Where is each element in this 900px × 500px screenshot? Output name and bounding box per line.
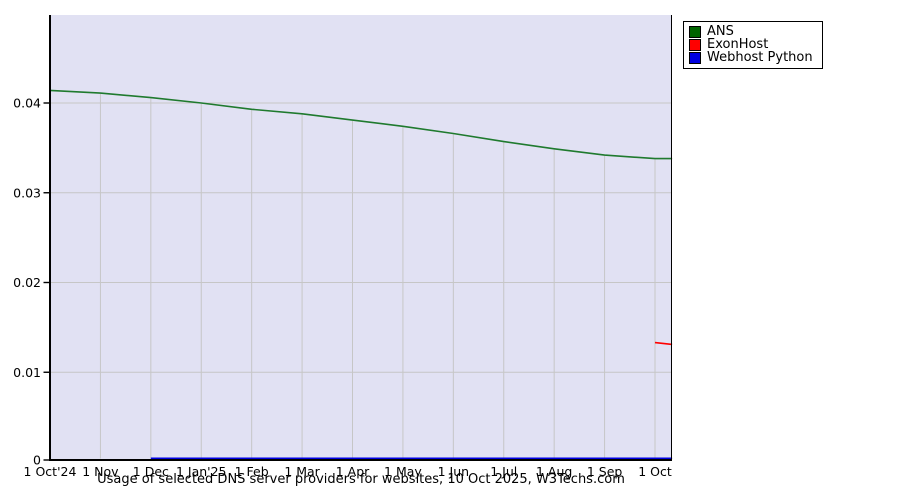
series-line-ans [49, 89, 673, 160]
legend-item-exonhost: ExonHost [689, 38, 813, 51]
svg-text:1 Apr: 1 Apr [336, 464, 370, 479]
svg-text:1 Sep: 1 Sep [587, 464, 623, 479]
legend-label-ans: ANS [707, 24, 734, 39]
svg-text:1 May: 1 May [384, 464, 422, 479]
x-axis-labels: 1 Oct'24 1 Nov 1 Dec 1 Jan'25 1 Feb 1 Mar 1 Ap… [24, 464, 672, 479]
axes [49, 15, 672, 461]
svg-text:1 Jun: 1 Jun [438, 464, 469, 479]
svg-text:1 Mar: 1 Mar [284, 464, 320, 479]
svg-text:1 Oct'24: 1 Oct'24 [24, 464, 77, 479]
vertical-gridlines [99, 93, 656, 459]
svg-text:1 Feb: 1 Feb [235, 464, 269, 479]
svg-text:1 Dec: 1 Dec [133, 464, 169, 479]
legend-item-webhost-python: Webhost Python [689, 51, 813, 64]
chart-legend: ANS ExonHost Webhost Python [683, 21, 823, 69]
legend-swatch-webhost-python [689, 51, 701, 64]
y-axis-ticks-labels: 0 0.01 0.02 0.03 0.04 [13, 96, 49, 468]
svg-text:0.04: 0.04 [13, 96, 41, 111]
legend-label-exonhost: ExonHost [707, 37, 769, 52]
horizontal-gridlines [51, 102, 671, 373]
svg-text:1 Aug: 1 Aug [536, 464, 572, 479]
legend-label-webhost-python: Webhost Python [707, 50, 813, 65]
legend-item-ans: ANS [689, 25, 813, 38]
legend-swatch-exonhost [689, 38, 701, 51]
svg-text:1 Jul: 1 Jul [490, 464, 517, 479]
svg-text:1 Jan'25: 1 Jan'25 [176, 464, 227, 479]
chart-title: Usage of selected DNS server providers f… [97, 472, 625, 487]
plot-background [50, 15, 672, 459]
legend-swatch-ans [689, 25, 701, 38]
svg-text:0.03: 0.03 [13, 185, 41, 200]
series-line-exonhost [654, 341, 673, 346]
svg-text:1 Oct: 1 Oct [638, 464, 672, 479]
svg-text:0.01: 0.01 [13, 365, 41, 380]
svg-text:0: 0 [33, 453, 41, 468]
svg-text:1 Nov: 1 Nov [82, 464, 119, 479]
svg-text:0.02: 0.02 [13, 275, 41, 290]
